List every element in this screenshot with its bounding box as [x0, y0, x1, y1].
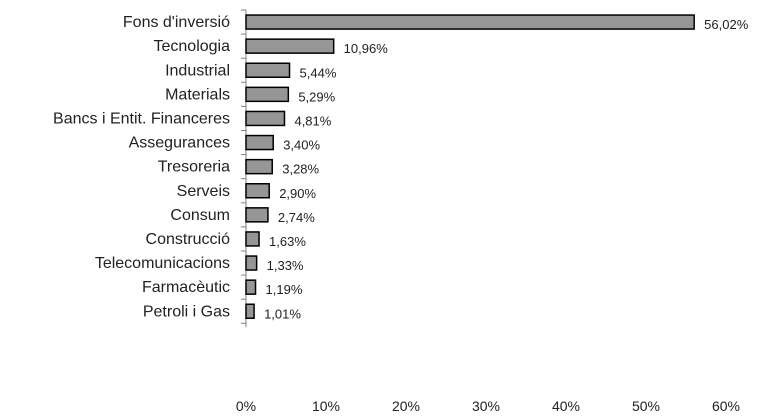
value-label: 1,33% [267, 258, 304, 273]
bar [245, 62, 291, 78]
category-label: Construcció [146, 231, 231, 248]
category-label: Serveis [177, 183, 230, 200]
bar [245, 14, 695, 30]
x-tick-labels: 0% 10% 20% 30% 40% 50% 60% [236, 398, 740, 414]
bar [245, 303, 255, 319]
x-tick-label: 20% [392, 398, 420, 414]
category-label: Petroli i Gas [143, 303, 230, 320]
x-tick-label: 0% [236, 398, 256, 414]
value-label: 1,63% [269, 234, 306, 249]
bars [245, 14, 695, 319]
bar [245, 134, 274, 151]
value-label: 3,40% [283, 138, 320, 153]
bar [245, 279, 257, 295]
bar [245, 255, 258, 271]
bar [245, 158, 273, 175]
bar [245, 110, 286, 127]
value-label: 2,90% [279, 186, 316, 201]
value-label: 56,02% [704, 17, 749, 32]
x-tick-label: 10% [312, 398, 340, 414]
value-label: 2,74% [278, 210, 315, 225]
value-label: 4,81% [294, 113, 331, 128]
x-tick-label: 30% [472, 398, 500, 414]
category-label: Bancs i Entit. Financeres [53, 110, 230, 127]
bar [245, 38, 335, 54]
category-labels: Fons d'inversió Tecnologia Industrial Mater… [53, 14, 230, 320]
category-label: Assegurances [129, 135, 230, 152]
x-tick-label: 40% [552, 398, 580, 414]
category-label: Industrial [165, 62, 230, 79]
bar [245, 183, 270, 199]
category-label: Tecnologia [154, 38, 231, 55]
category-label: Consum [170, 207, 230, 224]
value-label: 5,44% [300, 65, 337, 80]
category-label: Fons d'inversió [123, 14, 230, 31]
value-label: 10,96% [344, 41, 389, 56]
value-labels: 56,02% 10,96% 5,44% 5,29% 4,81% 3,40% 3,28% 2,9… [264, 17, 749, 321]
bar [245, 231, 260, 247]
category-label: Materials [165, 86, 230, 103]
value-label: 1,19% [266, 282, 303, 297]
value-label: 1,01% [264, 306, 301, 321]
value-label: 3,28% [282, 162, 319, 177]
category-label: Tresoreria [158, 159, 230, 176]
x-tick-label: 50% [632, 398, 660, 414]
bar [245, 86, 290, 103]
category-label: Farmacèutic [142, 279, 230, 296]
x-tick-label: 60% [712, 398, 740, 414]
category-label: Telecomunicacions [95, 255, 230, 272]
bar [245, 207, 269, 223]
value-label: 5,29% [298, 89, 335, 104]
